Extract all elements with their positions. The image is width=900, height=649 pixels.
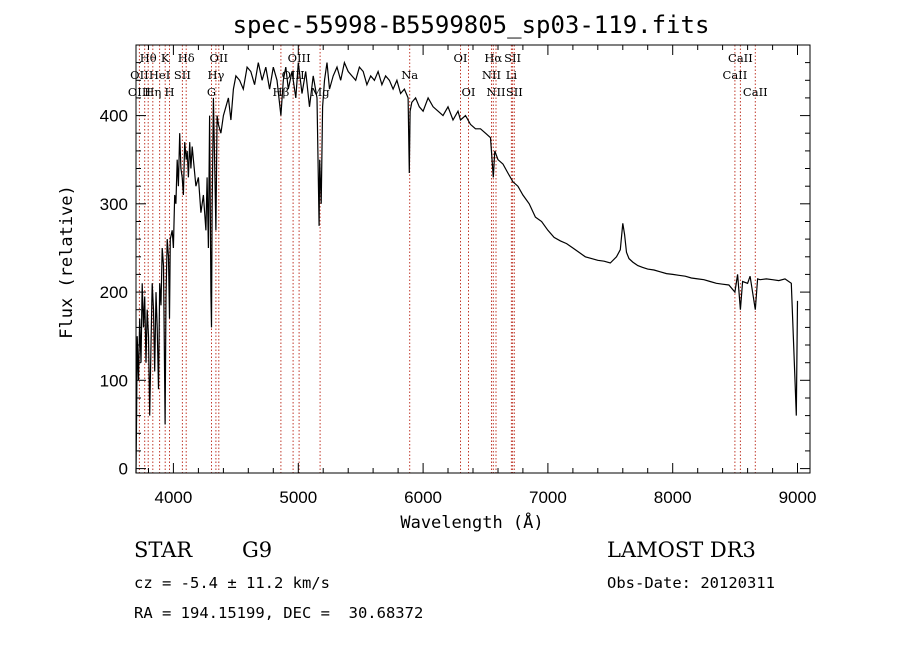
line-label: OI [454,51,468,65]
line-label: HeI [149,68,170,82]
x-tick-label: 5000 [279,488,317,507]
line-label: Li [506,68,518,82]
x-tick-label: 6000 [404,488,442,507]
line-label: SII [174,68,191,82]
line-label: OII [210,51,229,65]
y-axis-label: Flux (relative) [57,185,77,339]
ra-dec: RA = 194.15199, DEC = 30.68372 [134,604,424,622]
line-label: SII [506,85,523,99]
line-label: NII [486,85,505,99]
line-label: OIII [288,51,311,65]
line-label: Hδ [178,51,195,65]
plot-frame [135,44,811,474]
line-label: Hθ [140,51,157,65]
survey-name: LAMOST DR3 [607,538,756,562]
line-label: Mg [311,85,331,99]
y-tick-label: 0 [119,460,128,479]
line-label: SII [504,51,521,65]
redshift-cz: cz = -5.4 ± 11.2 km/s [134,574,330,592]
x-tick-label: 8000 [654,488,692,507]
x-tick-label: 9000 [779,488,817,507]
line-label: NII [482,68,501,82]
line-label: Na [401,68,418,82]
object-class: STAR [134,538,193,562]
line-label: OII [130,68,149,82]
obs-date: Obs-Date: 20120311 [607,574,775,592]
chart-title: spec-55998-B5599805_sp03-119.fits [233,11,710,39]
line-label: Hγ [207,68,224,82]
line-label: OI [462,85,476,99]
line-label: H [164,85,174,99]
line-label: K [161,51,170,65]
x-tick-label: 4000 [154,488,192,507]
line-label: CaII [723,68,748,82]
y-tick-label: 200 [100,283,128,302]
line-label: CaII [743,85,768,99]
object-subclass: G9 [242,538,273,562]
line-label: OIII [128,85,151,99]
x-tick-label: 7000 [529,488,567,507]
line-label: G [207,85,216,99]
line-label: Hη [144,85,161,99]
x-axis-label: Wavelength (Å) [400,511,543,533]
axis-ticks: 4000 5000 6000 7000 8000 9000 0 100 200 300 400 [100,45,817,507]
line-label: Hα [484,51,502,65]
line-label: Hβ [273,85,290,99]
y-tick-label: 100 [100,371,128,390]
spectrum-line [135,60,799,474]
y-tick-label: 300 [100,195,128,214]
line-label: CaII [728,51,753,65]
y-tick-label: 400 [100,107,128,126]
